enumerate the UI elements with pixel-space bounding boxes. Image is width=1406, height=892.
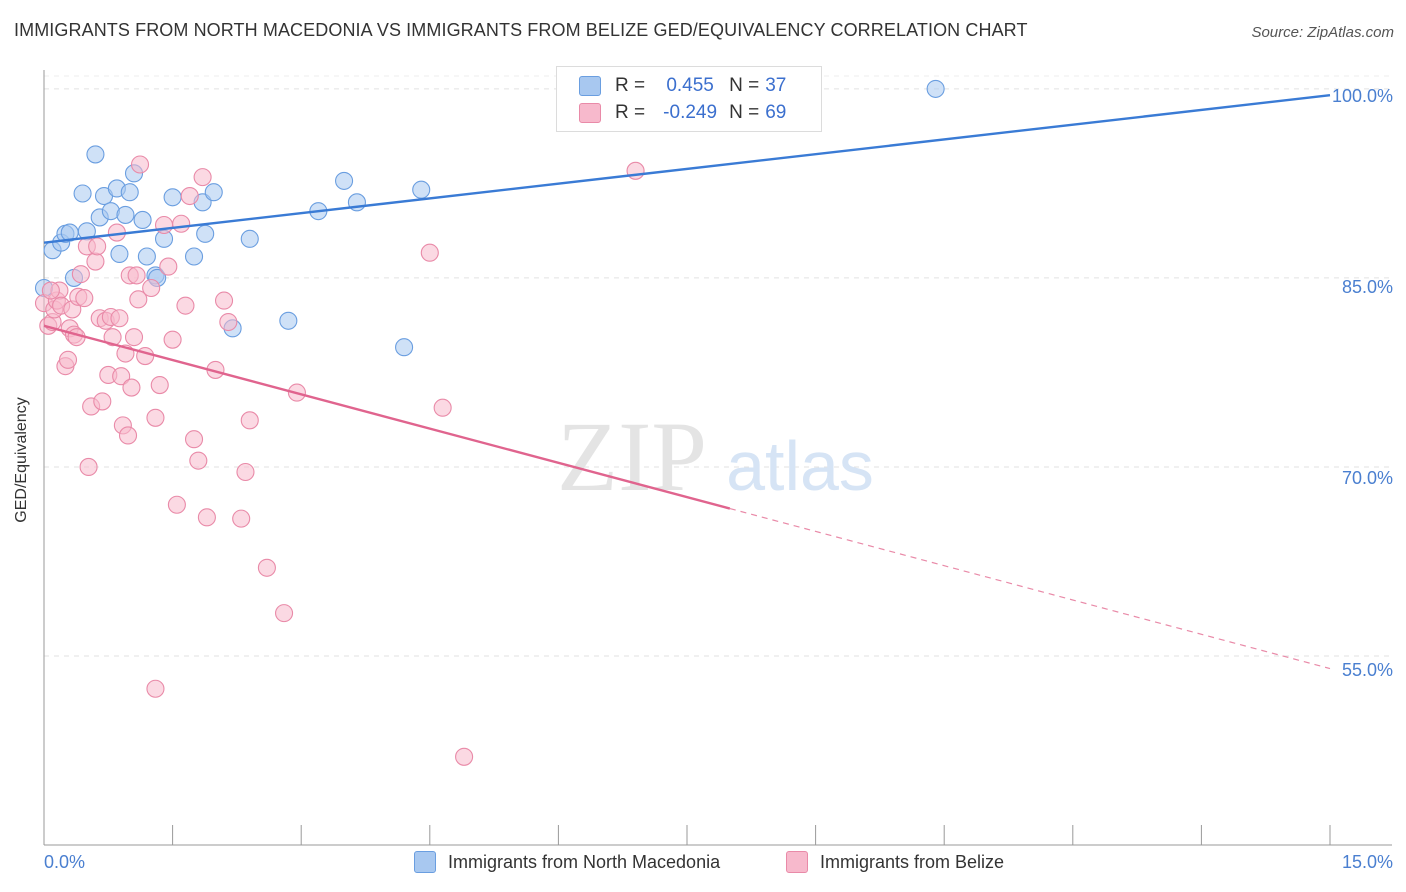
chart-source: Source: ZipAtlas.com	[1251, 24, 1394, 41]
data-point	[58, 350, 78, 369]
data-point	[219, 312, 238, 332]
data-point	[240, 229, 259, 248]
data-point	[163, 188, 182, 207]
trend-line-belize	[43, 324, 731, 510]
data-point	[146, 679, 165, 698]
legend-swatch	[786, 851, 808, 873]
data-point	[73, 184, 92, 203]
data-point	[116, 205, 135, 224]
data-point	[110, 244, 129, 264]
watermark-atlas: atlas	[726, 427, 874, 505]
legend-swatch	[579, 76, 601, 96]
data-point	[41, 281, 60, 300]
data-point	[120, 183, 139, 202]
series-legend: Immigrants from North Macedonia Immigran…	[0, 851, 1406, 879]
data-point	[79, 457, 98, 477]
data-point	[204, 183, 223, 202]
trend-line-belize-extrapolated	[729, 507, 1331, 670]
legend-row-north-macedonia: R = 0.455 N = 37	[579, 73, 786, 99]
legend-r-value: 0.455	[666, 75, 714, 96]
data-point	[232, 509, 251, 528]
series-legend-label: Immigrants from Belize	[820, 851, 1005, 872]
data-point	[236, 462, 255, 482]
data-point	[176, 296, 195, 315]
y-tick-label: 70.0%	[1341, 468, 1393, 488]
data-point	[193, 168, 212, 187]
data-point	[167, 495, 186, 514]
watermark-zip: ZIP	[557, 401, 707, 512]
data-point	[626, 161, 645, 180]
data-point	[180, 186, 199, 206]
chart-title: IMMIGRANTS FROM NORTH MACEDONIA VS IMMIG…	[14, 20, 1028, 40]
data-point	[279, 311, 298, 330]
data-point	[150, 375, 169, 395]
data-point	[184, 247, 204, 266]
data-point	[88, 237, 107, 256]
y-tick-label: 55.0%	[1341, 660, 1393, 680]
data-point	[240, 411, 259, 430]
data-point	[129, 290, 148, 309]
legend-row-belize: R = -0.249 N = 69	[579, 100, 786, 126]
data-point	[118, 426, 138, 445]
data-point	[172, 214, 191, 233]
data-point	[154, 215, 174, 235]
data-point	[110, 309, 129, 328]
data-point	[335, 171, 354, 190]
data-point	[86, 145, 105, 164]
data-point	[137, 247, 156, 266]
data-point	[455, 747, 474, 766]
data-point	[103, 328, 122, 347]
series-legend-label: Immigrants from North Macedonia	[448, 851, 721, 872]
y-axis-label: GED/Equivalency	[13, 397, 30, 523]
data-point	[412, 180, 431, 199]
data-point	[159, 257, 178, 276]
data-point	[93, 392, 112, 411]
legend-r-value: -0.249	[663, 102, 718, 123]
data-point	[420, 243, 439, 262]
data-point	[133, 210, 152, 230]
legend-n-value: 37	[765, 75, 787, 96]
data-point	[86, 252, 105, 271]
data-point	[395, 338, 414, 357]
series-legend-item-north-macedonia: Immigrants from North Macedonia	[414, 851, 720, 873]
legend: R = 0.455 N = 37 R = -0.249 N = 69	[556, 66, 822, 132]
data-point	[124, 328, 144, 347]
data-point	[196, 224, 215, 243]
data-point	[197, 508, 216, 527]
data-point	[146, 408, 165, 427]
series-legend-item-belize: Immigrants from Belize	[786, 851, 1004, 873]
data-point	[142, 278, 161, 298]
legend-swatch	[579, 103, 601, 123]
data-point	[127, 266, 146, 285]
legend-r-label: R =	[615, 102, 646, 123]
data-point	[275, 604, 294, 623]
data-point	[184, 430, 204, 449]
data-point	[71, 265, 90, 284]
data-point	[75, 289, 94, 308]
data-point	[122, 378, 141, 397]
legend-n-label: N =	[729, 75, 760, 96]
data-point	[214, 291, 234, 310]
data-point	[926, 79, 945, 98]
data-point	[112, 367, 131, 386]
data-point	[130, 155, 150, 174]
y-tick-label: 85.0%	[1341, 277, 1393, 297]
legend-swatch	[414, 851, 436, 873]
x-tick-label: 0.0%	[44, 852, 86, 872]
legend-n-label: N =	[729, 102, 760, 123]
y-tick-label: 100.0%	[1331, 86, 1393, 106]
data-point	[189, 451, 208, 470]
data-point	[257, 558, 276, 577]
legend-n-value: 69	[765, 102, 787, 123]
data-point	[433, 398, 452, 417]
trend-line-north-macedonia	[43, 94, 1331, 244]
x-tick-label: 15.0%	[1341, 852, 1393, 872]
legend-r-label: R =	[615, 75, 646, 96]
data-point	[163, 330, 182, 349]
